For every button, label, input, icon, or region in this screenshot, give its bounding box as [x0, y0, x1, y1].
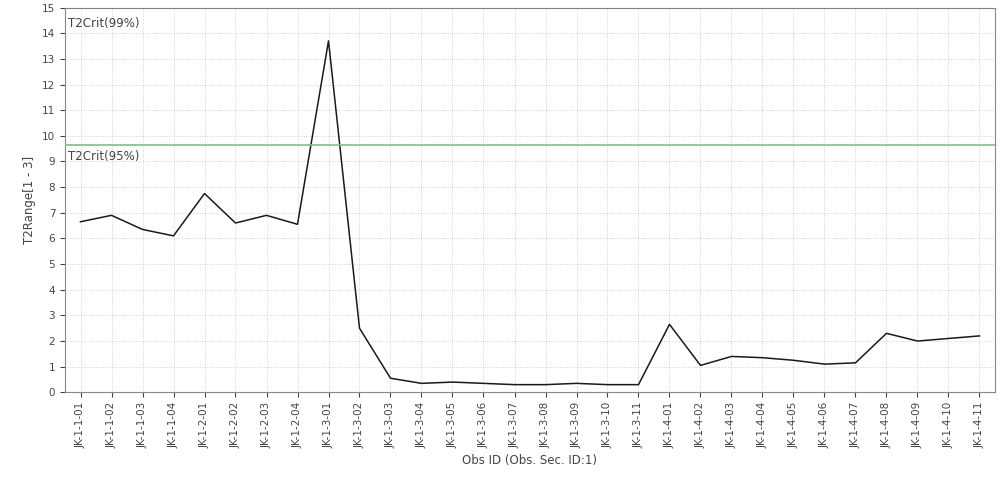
Text: T2Crit(99%): T2Crit(99%): [68, 17, 139, 30]
Text: T2Crit(95%): T2Crit(95%): [68, 150, 139, 163]
X-axis label: Obs ID (Obs. Sec. ID:1): Obs ID (Obs. Sec. ID:1): [462, 454, 598, 467]
Y-axis label: T2Range[1 - 3]: T2Range[1 - 3]: [23, 156, 36, 244]
